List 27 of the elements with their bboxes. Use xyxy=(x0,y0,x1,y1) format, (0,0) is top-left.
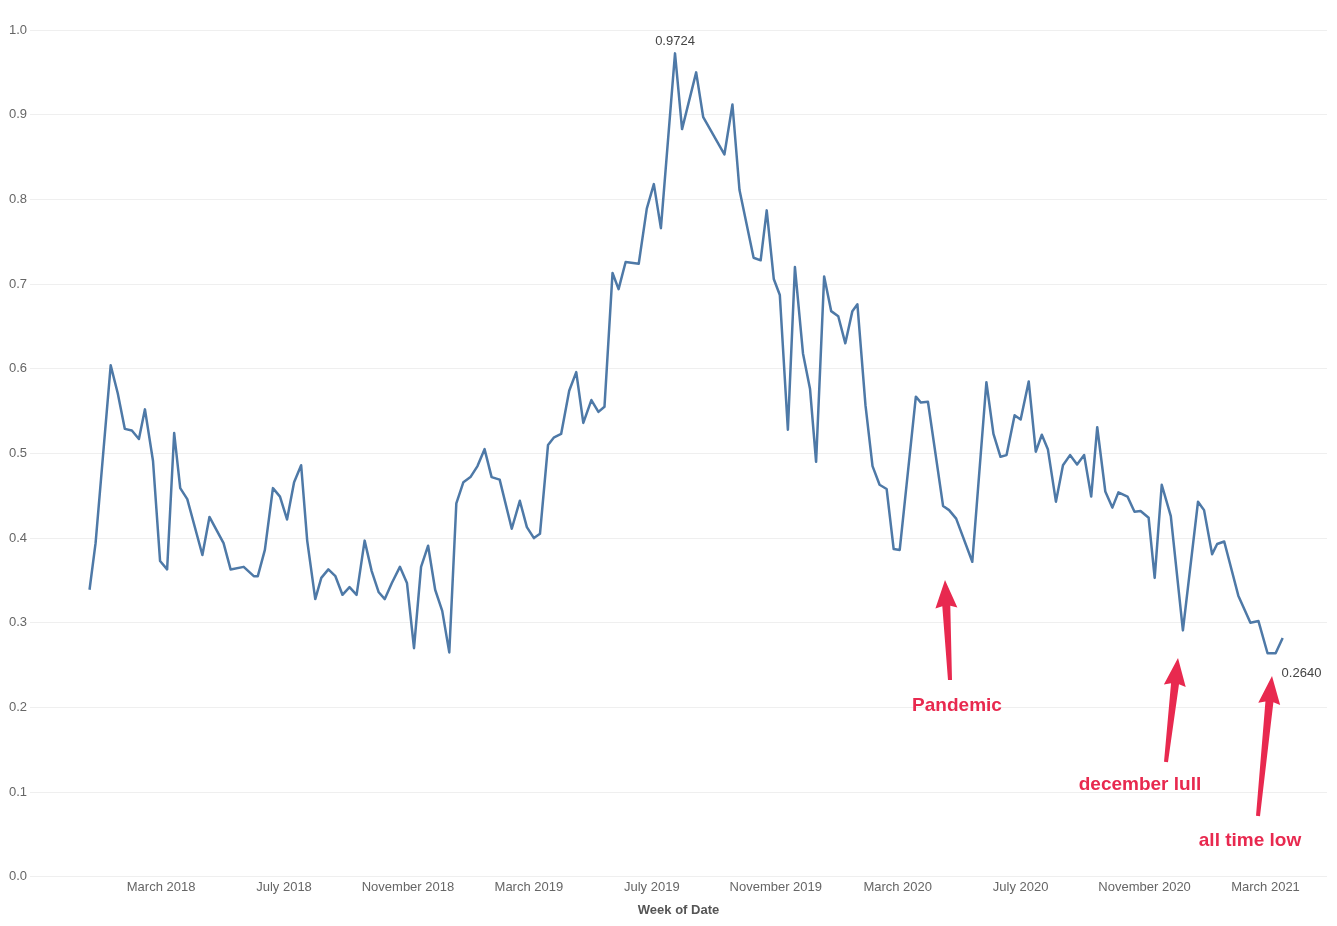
y-tick-label: 0.4 xyxy=(8,529,28,545)
x-tick-label: November 2019 xyxy=(729,879,823,895)
x-tick-label: July 2020 xyxy=(992,879,1049,895)
y-tick-label: 0.0 xyxy=(8,868,28,884)
y-tick-label: 1.0 xyxy=(8,21,28,37)
annotation: all time low xyxy=(1198,829,1302,851)
annotation: Pandemic xyxy=(912,694,1002,716)
annotation: december lull xyxy=(1078,773,1202,795)
x-tick-label: March 2019 xyxy=(494,879,564,895)
y-tick-label: 0.7 xyxy=(8,275,28,291)
x-tick-label: March 2020 xyxy=(863,879,933,895)
data-label: 0.9724 xyxy=(655,33,695,49)
y-tick-label: 0.9 xyxy=(8,106,28,122)
y-tick-label: 0.8 xyxy=(8,190,28,206)
y-tick-label: 0.2 xyxy=(8,699,28,715)
x-tick-label: March 2021 xyxy=(1231,879,1300,895)
x-tick-label: March 2018 xyxy=(126,879,196,895)
data-label: 0.2640 xyxy=(1281,665,1322,681)
y-tick-label: 0.1 xyxy=(8,783,28,799)
y-tick-label: 0.6 xyxy=(8,360,28,376)
x-tick-label: November 2020 xyxy=(1098,879,1191,895)
y-tick-label: 0.5 xyxy=(8,444,28,460)
x-tick-label: July 2019 xyxy=(624,879,680,895)
x-tick-label: November 2018 xyxy=(361,879,455,895)
y-tick-label: 0.3 xyxy=(8,614,28,630)
x-axis-title: Week of Date xyxy=(637,901,720,917)
x-tick-label: July 2018 xyxy=(256,879,312,895)
